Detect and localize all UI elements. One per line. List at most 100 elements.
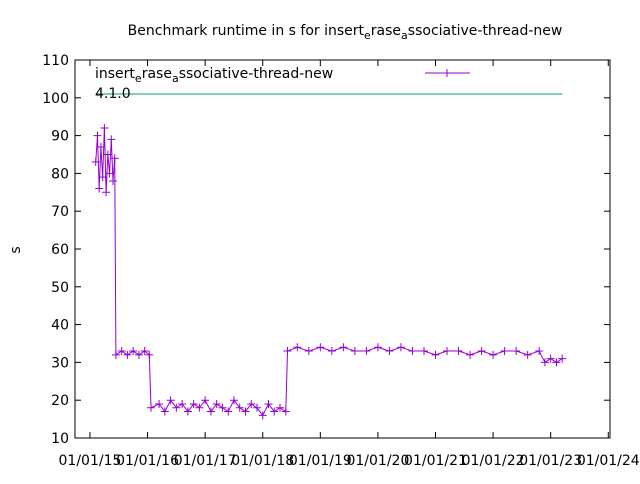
y-tick-label: 80: [51, 166, 69, 182]
point-marker: [166, 396, 175, 405]
point-marker: [140, 347, 149, 356]
y-tick-label: 90: [51, 129, 69, 145]
point-marker: [117, 347, 126, 356]
point-marker: [96, 142, 105, 151]
chart-title: Benchmark runtime in s for inserteraseas…: [128, 23, 563, 42]
point-marker: [111, 350, 120, 359]
point-marker: [105, 169, 114, 178]
point-marker: [224, 407, 233, 416]
point-marker: [419, 347, 428, 356]
point-marker: [408, 347, 417, 356]
legend-label: 4.1.0: [95, 86, 131, 102]
point-marker: [281, 407, 290, 416]
x-tick-label: 01/01/23: [519, 453, 582, 469]
x-tick-label: 01/01/22: [462, 453, 525, 469]
point-marker: [443, 347, 452, 356]
point-marker: [172, 403, 181, 412]
point-marker: [110, 154, 119, 163]
point-marker: [276, 403, 285, 412]
point-marker: [264, 399, 273, 408]
y-tick-label: 20: [51, 393, 69, 409]
point-marker: [316, 343, 325, 352]
point-marker: [123, 350, 132, 359]
point-marker: [147, 403, 156, 412]
legend-marker: [443, 69, 451, 77]
point-marker: [134, 350, 143, 359]
y-tick-label: 40: [51, 318, 69, 334]
point-marker: [512, 347, 521, 356]
text-part: a: [172, 72, 179, 85]
text-part: a: [401, 29, 408, 42]
point-marker: [160, 407, 169, 416]
point-marker: [385, 347, 394, 356]
text-part: insert: [95, 66, 135, 82]
point-marker: [540, 358, 549, 367]
text-part: Benchmark runtime in s for insert: [128, 23, 365, 39]
text-part: rase: [371, 23, 401, 39]
point-marker: [103, 150, 112, 159]
point-marker: [466, 350, 475, 359]
point-marker: [304, 347, 313, 356]
point-marker: [252, 403, 261, 412]
y-tick-label: 60: [51, 242, 69, 258]
point-marker: [93, 131, 102, 140]
point-marker: [500, 347, 509, 356]
text-part: rase: [142, 66, 172, 82]
point-marker: [535, 347, 544, 356]
x-tick-label: 01/01/21: [404, 453, 467, 469]
point-marker: [350, 347, 359, 356]
point-marker: [129, 347, 138, 356]
point-marker: [195, 403, 204, 412]
point-marker: [189, 399, 198, 408]
point-marker: [109, 176, 118, 185]
text-part: e: [135, 72, 142, 85]
point-marker: [229, 396, 238, 405]
point-marker: [155, 399, 164, 408]
point-marker: [212, 399, 221, 408]
x-tick-label: 01/01/24: [577, 453, 640, 469]
text-part: e: [364, 29, 371, 42]
point-marker: [283, 347, 292, 356]
y-tick-label: 50: [51, 280, 69, 296]
point-marker: [431, 350, 440, 359]
point-marker: [247, 399, 256, 408]
point-marker: [91, 158, 100, 167]
point-marker: [241, 407, 250, 416]
point-marker: [95, 184, 104, 193]
point-marker: [107, 135, 116, 144]
x-tick-label: 01/01/19: [289, 453, 352, 469]
y-axis-label: s: [8, 246, 24, 253]
point-marker: [201, 396, 210, 405]
x-tick-label: 01/01/17: [174, 453, 237, 469]
point-marker: [206, 407, 215, 416]
text-part: ssociative-thread-new: [408, 23, 563, 39]
y-tick-label: 70: [51, 204, 69, 220]
series-line: [95, 128, 563, 417]
x-tick-label: 01/01/20: [346, 453, 409, 469]
y-tick-label: 30: [51, 355, 69, 371]
x-tick-label: 01/01/15: [59, 453, 122, 469]
point-marker: [396, 343, 405, 352]
point-marker: [477, 347, 486, 356]
point-marker: [270, 407, 279, 416]
point-marker: [293, 343, 302, 352]
point-marker: [558, 354, 567, 363]
point-marker: [373, 343, 382, 352]
legend-label: inserteraseassociative-thread-new: [95, 66, 333, 85]
y-tick-label: 100: [42, 91, 69, 107]
y-tick-label: 10: [51, 431, 69, 447]
point-marker: [454, 347, 463, 356]
point-marker: [489, 350, 498, 359]
point-marker: [100, 124, 109, 133]
point-marker: [546, 354, 555, 363]
point-marker: [218, 403, 227, 412]
point-marker: [258, 411, 267, 420]
point-marker: [98, 173, 107, 182]
text-part: ssociative-thread-new: [179, 66, 334, 82]
y-tick-label: 110: [42, 53, 69, 69]
point-marker: [145, 350, 154, 359]
point-marker: [362, 347, 371, 356]
point-marker: [235, 403, 244, 412]
